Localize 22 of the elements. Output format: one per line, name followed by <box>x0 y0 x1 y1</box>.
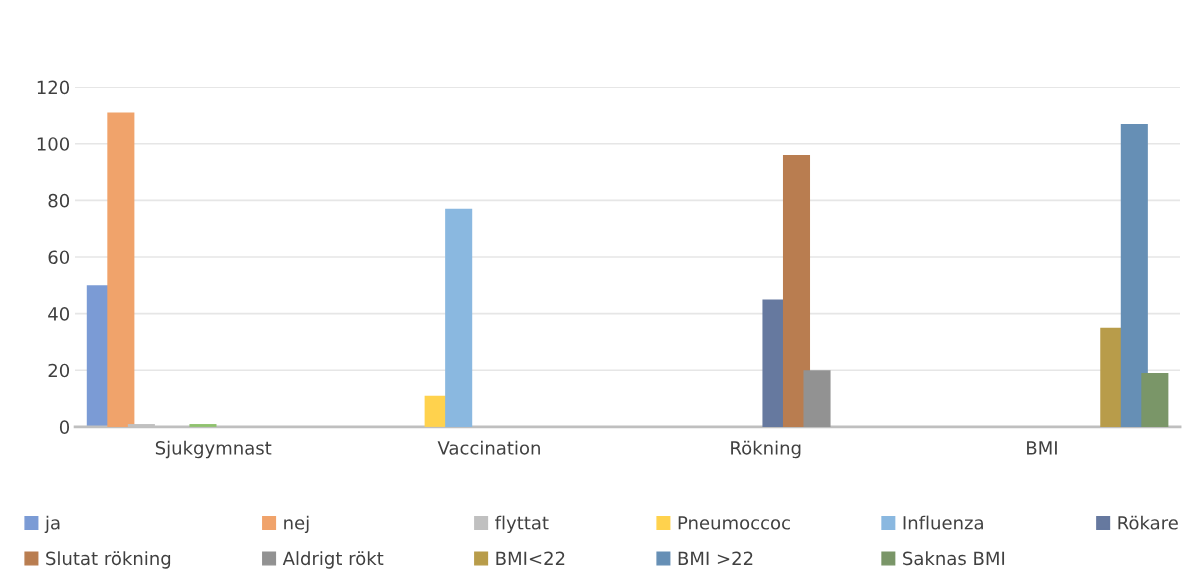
x-tick-label: Rökning <box>731 440 801 459</box>
legend-label: ja <box>44 515 60 534</box>
y-tick-label: 0 <box>59 420 70 434</box>
legend-label: Slutat rökning <box>46 551 171 569</box>
legend-label: Aldrigt rökt <box>282 551 384 569</box>
y-tick-label: 100 <box>37 137 70 151</box>
legend-label: nej <box>284 515 309 534</box>
x-tick-label: BMI <box>1027 441 1057 455</box>
legend-label: flyttat <box>495 515 549 534</box>
legend-label: Rökare <box>1118 515 1178 530</box>
legend-label: Influenza <box>903 515 983 530</box>
legend-label: BMI<22 <box>496 551 565 565</box>
x-tick-label: Sjukgymnast <box>155 440 272 459</box>
y-tick-label: 120 <box>37 80 70 95</box>
legend-label: BMI >22 <box>678 551 753 565</box>
y-tick-label: 80 <box>48 193 70 208</box>
legend-label: Saknas BMI <box>903 551 1005 566</box>
x-tick-label: Vaccination <box>437 440 540 455</box>
y-tick-label: 40 <box>48 307 70 321</box>
y-tick-label: 20 <box>48 363 70 378</box>
legend-label: Pneumoccoc <box>678 516 790 530</box>
y-tick-label: 60 <box>48 250 70 265</box>
